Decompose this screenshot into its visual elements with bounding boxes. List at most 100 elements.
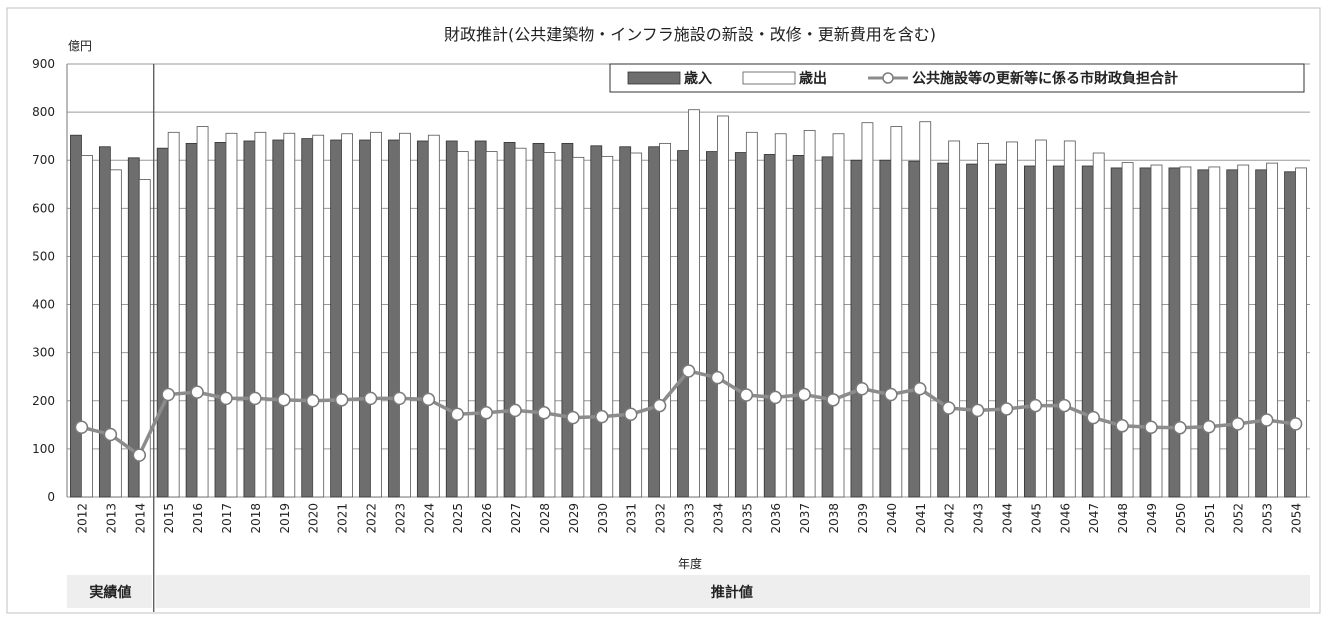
line-point — [363, 391, 378, 406]
y-tick-label: 500 — [32, 249, 55, 263]
bar-expenditure — [196, 126, 209, 498]
y-tick-label: 0 — [47, 490, 55, 504]
bar-expenditure — [485, 151, 498, 498]
x-tick-label: 2016 — [191, 503, 205, 534]
x-tick-label: 2030 — [596, 503, 610, 534]
line-point — [334, 393, 349, 407]
bar-expenditure — [283, 132, 296, 498]
bar-revenue — [1110, 167, 1123, 498]
bar-revenue — [1255, 169, 1268, 498]
bar-revenue — [995, 163, 1007, 498]
line-point — [537, 406, 551, 420]
line-point — [1115, 419, 1129, 433]
bar-revenue — [70, 134, 82, 498]
bar-expenditure — [109, 169, 122, 498]
x-tick-label: 2020 — [307, 503, 321, 534]
x-tick-label: 2036 — [769, 503, 783, 534]
bar-expenditure — [1237, 164, 1250, 498]
line-point — [421, 392, 436, 407]
period-labels: 実績値 推計値 — [67, 575, 1310, 608]
bars — [70, 109, 1307, 498]
bar-revenue — [359, 139, 371, 498]
line-point — [1259, 413, 1274, 427]
x-tick-label: 2023 — [393, 503, 407, 534]
bar-expenditure — [977, 142, 989, 498]
bar-expenditure — [572, 156, 585, 498]
bar-revenue — [966, 163, 978, 498]
legend-swatch-revenue — [627, 71, 681, 85]
y-tick-labels: 0 100 200 300 400 500 600 700 800 900 — [32, 57, 55, 504]
line-point — [161, 387, 175, 402]
bar-expenditure — [1295, 167, 1307, 498]
bar-expenditure — [803, 129, 816, 498]
bar-revenue — [1197, 169, 1210, 498]
bar-revenue — [127, 157, 140, 498]
bar-revenue — [734, 152, 747, 498]
y-axis-label: 億円 — [68, 39, 92, 53]
x-tick-label: 2015 — [162, 503, 176, 534]
x-tick-label: 2019 — [278, 503, 292, 534]
x-tick-label: 2052 — [1232, 503, 1246, 534]
line-point — [652, 398, 667, 413]
line-point — [739, 388, 754, 402]
x-tick-label: 2054 — [1290, 503, 1304, 534]
line-point — [768, 390, 782, 405]
line-point — [450, 407, 464, 421]
bar-expenditure — [225, 132, 238, 498]
bar-revenue — [937, 162, 950, 498]
y-tick-label: 900 — [32, 57, 55, 71]
line-point — [74, 420, 89, 434]
bar-revenue — [1284, 171, 1296, 498]
x-tick-label: 2032 — [654, 503, 668, 534]
x-axis-label: 年度 — [678, 556, 702, 571]
bar-expenditure — [514, 147, 527, 498]
line-point — [1144, 420, 1158, 434]
bar-expenditure — [601, 155, 614, 498]
line-point — [1057, 398, 1072, 413]
bar-expenditure — [427, 134, 440, 498]
bar-expenditure — [341, 133, 354, 498]
x-tick-label: 2018 — [249, 503, 263, 534]
bar-expenditure — [456, 151, 469, 498]
bar-revenue — [272, 139, 285, 498]
x-tick-label: 2038 — [827, 503, 841, 534]
bar-expenditure — [138, 179, 151, 498]
bar-revenue — [619, 146, 632, 498]
bar-expenditure — [399, 132, 411, 498]
legend-label-expenditure: 歳出 — [799, 70, 827, 87]
bar-expenditure — [1121, 162, 1134, 498]
line-point — [219, 391, 233, 406]
line-point — [190, 385, 204, 399]
bar-expenditure — [890, 126, 903, 498]
bar-expenditure — [659, 142, 671, 498]
y-tick-label: 800 — [32, 105, 55, 119]
line-point — [826, 393, 840, 407]
x-tick-label: 2024 — [422, 503, 436, 534]
line-point — [1086, 410, 1100, 425]
bar-revenue — [879, 159, 892, 498]
bar-revenue — [1226, 169, 1239, 498]
bar-revenue — [98, 146, 111, 498]
y-tick-label: 400 — [32, 298, 55, 312]
x-tick-label: 2029 — [567, 503, 581, 534]
x-tick-label: 2040 — [885, 503, 899, 534]
bar-revenue — [561, 142, 574, 498]
x-tick-label: 2046 — [1058, 503, 1072, 534]
x-tick-label: 2031 — [625, 503, 639, 534]
bar-revenue — [503, 142, 516, 498]
x-tick-label: 2047 — [1087, 503, 1101, 534]
bar-revenue — [792, 155, 805, 498]
line-point — [566, 410, 580, 425]
period-projected-label: 推計値 — [711, 584, 753, 601]
bar-expenditure — [1006, 141, 1018, 498]
bar-revenue — [445, 140, 458, 498]
line-point — [884, 387, 898, 402]
bar-revenue — [706, 151, 718, 498]
line-point — [855, 382, 869, 396]
line-point — [681, 364, 696, 378]
bar-expenditure — [1063, 140, 1076, 498]
legend-box — [609, 63, 1305, 93]
line-point — [913, 382, 927, 396]
x-tick-label: 2044 — [1000, 503, 1014, 534]
